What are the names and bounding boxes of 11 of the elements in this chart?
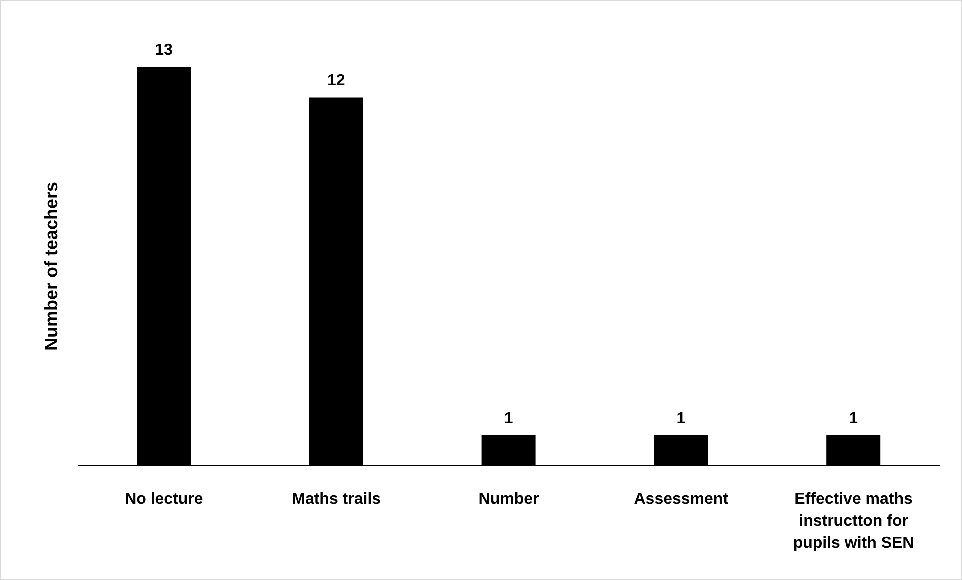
- x-tick-label: Assessment: [634, 491, 730, 508]
- data-label: 12: [328, 72, 346, 90]
- x-tick-label: No lecture: [125, 491, 204, 508]
- data-label: 1: [504, 410, 514, 428]
- data-label: 1: [676, 410, 686, 428]
- data-label: 1: [849, 410, 858, 428]
- x-tick-label: Effective maths instructton for pupils with SEN: [793, 491, 914, 552]
- data-label: 13: [155, 42, 173, 59]
- y-axis-title: Number of teachers: [41, 182, 62, 352]
- x-tick-label: Maths trails: [292, 491, 382, 508]
- x-tick-label: Number: [478, 491, 540, 508]
